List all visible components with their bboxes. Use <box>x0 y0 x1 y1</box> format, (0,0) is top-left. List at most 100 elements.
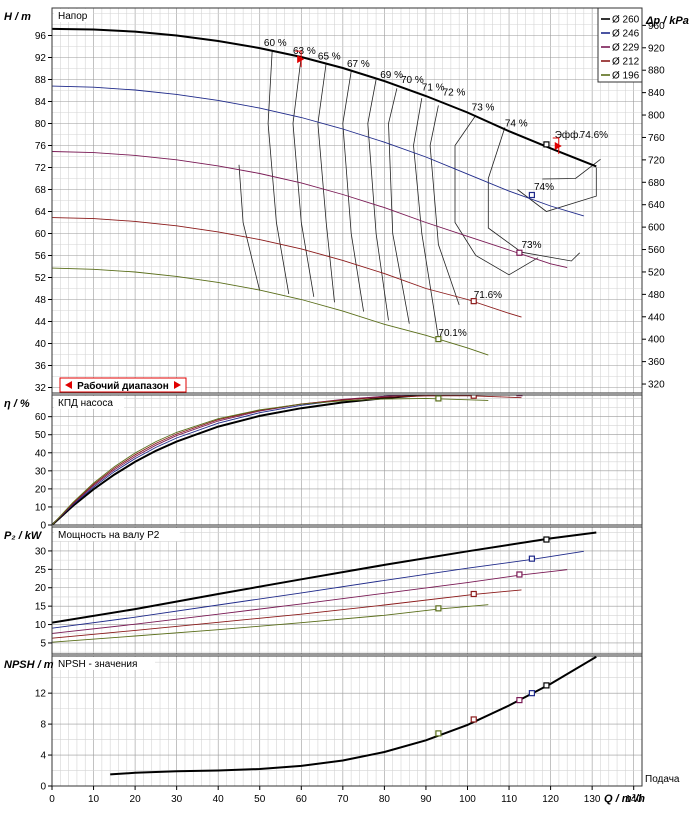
iso-efficiency-line <box>292 55 315 297</box>
duty-point <box>516 697 523 704</box>
efficiency-label: 73 % <box>472 102 495 113</box>
y-axis-title-npsh: NPSH / m <box>4 659 54 671</box>
panel-frame-npsh <box>51 655 643 787</box>
x-tick-label: 140 <box>625 794 642 805</box>
red-marker-arrow <box>554 142 562 151</box>
efficiency-label: 73% <box>522 240 542 251</box>
iso-efficiency-line <box>454 115 539 276</box>
y-tick-label: 68 <box>35 185 47 196</box>
x-tick-label: 40 <box>213 794 225 805</box>
y2-tick-label: 640 <box>648 200 665 211</box>
legend-entry: Ø 212 <box>612 57 640 68</box>
duty-point <box>543 682 550 689</box>
legend-entry: Ø 246 <box>612 29 640 40</box>
y-tick-label: 40 <box>35 339 47 350</box>
panel-curves-efficiency <box>52 395 568 525</box>
y2-tick-label: 440 <box>648 312 665 323</box>
iso-efficiency-line <box>542 158 601 180</box>
axes <box>48 7 646 790</box>
y-tick-label: 76 <box>35 141 47 152</box>
efficiency-label: Эфф. <box>555 129 581 141</box>
y2-axis-title: Δp / kPa <box>645 15 689 27</box>
panel-curves-head <box>52 27 601 356</box>
duty-point <box>516 249 523 256</box>
panel-curves-npsh <box>110 656 597 776</box>
series-line <box>52 395 412 525</box>
y-tick-label: 8 <box>40 720 46 731</box>
x-tick-label: 90 <box>420 794 432 805</box>
panel-title-npsh: NPSH - значения <box>58 659 137 670</box>
y-tick-label: 80 <box>35 119 47 130</box>
y2-tick-label: 320 <box>648 380 665 391</box>
panel-frame-power <box>51 526 643 655</box>
efficiency-label: 70.1% <box>438 328 466 339</box>
iso-efficiency-line <box>317 62 335 303</box>
panel-frame-head <box>51 7 643 394</box>
operating-range-arrow-left <box>65 381 72 389</box>
y-tick-label: 36 <box>35 361 47 372</box>
operating-range-label: Рабочий диапазон <box>77 380 169 392</box>
y-tick-label: 40 <box>35 448 47 459</box>
x-tick-label: 60 <box>296 794 308 805</box>
y2-tick-label: 920 <box>648 43 665 54</box>
red-marker-line <box>552 137 560 155</box>
efficiency-label: 74 % <box>505 118 528 129</box>
y-tick-label: 88 <box>35 75 47 86</box>
duty-point <box>543 141 550 148</box>
y-tick-label: 56 <box>35 251 47 262</box>
y-tick-label: 52 <box>35 273 47 284</box>
series-line <box>52 397 489 525</box>
duty-point <box>516 571 523 578</box>
duty-point <box>528 555 535 562</box>
duty-point <box>470 716 477 723</box>
x-tick-label: 30 <box>171 794 183 805</box>
efficiency-label: 71 % <box>422 83 445 94</box>
x-tick-label: 10 <box>88 794 100 805</box>
x-axis-title: Q / m³/h <box>604 793 645 805</box>
y-tick-label: 4 <box>40 751 46 762</box>
curves <box>52 27 601 776</box>
y-tick-label: 30 <box>35 546 47 557</box>
y-tick-label: 64 <box>35 207 47 218</box>
x-tick-label: 70 <box>337 794 349 805</box>
series-line <box>52 151 568 269</box>
y2-tick-label: 880 <box>648 66 665 77</box>
red-marker-line <box>295 50 302 68</box>
operating-range-arrow-right <box>174 381 181 389</box>
series-line <box>52 395 568 525</box>
duty-point <box>435 395 442 402</box>
y-tick-label: 5 <box>40 638 46 649</box>
series-line <box>52 569 568 634</box>
panel-title-power: Мощность на валу P2 <box>58 530 160 541</box>
y-tick-label: 20 <box>35 484 47 495</box>
x-tick-label: 120 <box>542 794 559 805</box>
efficiency-label: 74% <box>534 182 554 193</box>
y-tick-label: 60 <box>35 229 47 240</box>
y-axis-title-efficiency: η / % <box>4 398 30 410</box>
y-tick-label: 72 <box>35 163 47 174</box>
series-line <box>52 550 584 629</box>
efficiency-label: 72 % <box>443 87 466 98</box>
iso-efficiency-line <box>413 98 439 339</box>
y-axis-title-power: P₂ / kW <box>4 530 43 542</box>
efficiency-label: 65 % <box>318 52 341 63</box>
y-tick-label: 10 <box>35 502 47 513</box>
y-tick-label: 20 <box>35 583 47 594</box>
y-tick-label: 48 <box>35 295 47 306</box>
panel-title-efficiency: КПД насоса <box>58 398 113 409</box>
duty-point <box>470 298 477 305</box>
series-line <box>52 395 441 525</box>
duty-point <box>435 605 442 612</box>
y-tick-label: 10 <box>35 620 47 631</box>
efficiency-label: 63 % <box>293 46 316 57</box>
y2-tick-label: 560 <box>648 245 665 256</box>
legend-box <box>597 7 643 83</box>
y2-tick-label: 400 <box>648 335 665 346</box>
y-tick-label: 96 <box>35 31 47 42</box>
y-tick-label: 44 <box>35 317 47 328</box>
x-tick-label: 130 <box>584 794 601 805</box>
series-line <box>52 85 584 217</box>
y-tick-label: 92 <box>35 53 47 64</box>
legend-entry: Ø 229 <box>612 43 640 54</box>
